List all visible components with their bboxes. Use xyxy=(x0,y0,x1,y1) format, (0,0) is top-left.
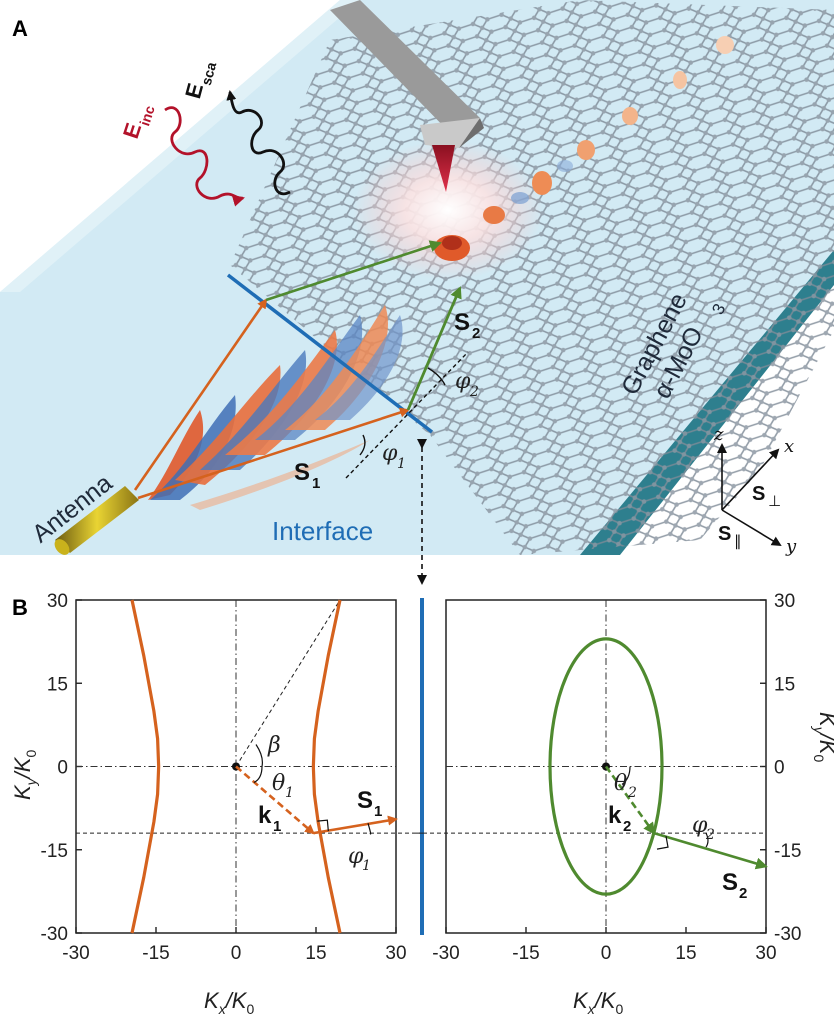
s-par-sub: ∥ xyxy=(734,532,742,550)
x-tick-label: 15 xyxy=(305,943,326,964)
s-perp-sub: ⊥ xyxy=(768,492,781,510)
y-tick-label: -30 xyxy=(774,924,801,945)
s1-label: S xyxy=(294,459,310,486)
phi1-plot-sub: 1 xyxy=(362,858,371,874)
y-tick-label: -30 xyxy=(41,924,68,945)
theta2-arc xyxy=(621,766,631,785)
e-sca-sub: sca xyxy=(198,60,220,87)
tip-hotspot xyxy=(353,140,543,280)
right-angle-marker xyxy=(656,835,669,850)
y-tick-label: 15 xyxy=(47,674,68,695)
left-ylabel: Ky/K0 xyxy=(10,750,39,800)
right-isofrequency-plot: -30 -15 0 15 30 30 15 0 -15 -30 Kx/K0 Ky/K0 xyxy=(416,591,834,1017)
ray-upper-green xyxy=(265,240,442,302)
s2-plot-sub: 2 xyxy=(739,885,747,902)
phi2-label-sub: 2 xyxy=(469,384,479,400)
beta-label: β xyxy=(267,733,281,758)
s1-plot-sub: 1 xyxy=(374,803,382,820)
s2-label-sub: 2 xyxy=(472,325,480,342)
s1-plot-label: S xyxy=(357,787,373,814)
e-sca-text: E xyxy=(180,81,208,102)
panel-letter-a: A xyxy=(12,16,28,41)
interface-label: Interface xyxy=(272,516,373,546)
theta2-sub: 2 xyxy=(627,785,637,801)
k2-vector xyxy=(604,765,656,835)
s2-vector xyxy=(406,286,462,411)
hyperbola-branch-right xyxy=(311,599,342,934)
e-inc-label: E inc xyxy=(118,103,158,141)
x-tick-label: -15 xyxy=(512,943,539,964)
left-plot-annotations: β θ 1 k 1 S 1 φ 1 xyxy=(258,733,382,874)
axes-triad xyxy=(717,443,782,547)
x-tick-label: -15 xyxy=(142,943,169,964)
right-ylabel: Ky/K0 xyxy=(811,712,834,762)
phi2-arc xyxy=(705,832,709,848)
hyperbola-branch-left xyxy=(130,599,161,934)
y-tick-label: 30 xyxy=(774,591,795,612)
y-tick-label: 0 xyxy=(774,758,785,779)
k2-label: k xyxy=(608,802,622,829)
theta1-sub: 1 xyxy=(285,785,294,801)
antenna xyxy=(54,486,139,555)
s1-vector xyxy=(137,407,410,500)
axis-y-label: y xyxy=(785,536,797,557)
e-sca-label: E sca xyxy=(180,60,220,102)
x-tick-label: -30 xyxy=(432,943,459,964)
s2-plot-label: S xyxy=(722,869,738,896)
y-tick-label: -15 xyxy=(41,841,68,862)
theta1-arc xyxy=(253,766,263,784)
isofrequency-ellipse xyxy=(548,637,664,896)
e-inc-sub: inc xyxy=(136,103,158,127)
polariton-waves-s2 xyxy=(434,36,734,261)
y-tick-label: 30 xyxy=(47,591,68,612)
afm-probe xyxy=(330,0,484,192)
theta1-label: θ xyxy=(272,771,285,796)
x-tick-label: -30 xyxy=(62,943,89,964)
right-plot-annotations: θ 2 k 2 φ 2 S 2 xyxy=(608,771,747,902)
e-sca-wave xyxy=(226,90,291,196)
x-tick-label: 30 xyxy=(755,943,776,964)
ray-upper-orange xyxy=(133,298,268,491)
phi1-plot-label: φ xyxy=(348,844,364,869)
phi1-label-sub: 1 xyxy=(397,456,406,472)
phi1-label: φ xyxy=(382,441,398,466)
k1-label: k xyxy=(258,802,272,829)
left-xlabel: Kx/K0 xyxy=(204,988,254,1017)
y-tick-label: 0 xyxy=(57,758,68,779)
phi2-plot-label: φ xyxy=(692,813,708,838)
panel-letter-b: B xyxy=(12,595,28,620)
phi2-plot-sub: 2 xyxy=(705,827,715,843)
s-par-label: S xyxy=(718,523,731,545)
s1-vector-plot xyxy=(313,815,398,835)
axis-z-label: z xyxy=(713,424,724,445)
k1-sub: 1 xyxy=(273,818,281,835)
x-tick-label: 15 xyxy=(675,943,696,964)
polariton-waves-s1 xyxy=(148,305,403,510)
x-tick-label: 0 xyxy=(601,943,612,964)
phi1-arc xyxy=(367,823,372,835)
k2-sub: 2 xyxy=(623,818,631,835)
y-tick-label: 15 xyxy=(774,674,795,695)
asymptote-line xyxy=(235,599,341,767)
phi2-label: φ xyxy=(455,369,471,394)
k1-vector xyxy=(235,765,315,835)
s1-label-sub: 1 xyxy=(312,475,320,492)
s2-label: S xyxy=(454,309,470,336)
beta-arc xyxy=(255,744,263,767)
right-xlabel: Kx/K0 xyxy=(573,988,623,1017)
left-isofrequency-plot: -30 -15 0 15 30 30 15 0 -15 -30 Kx/K0 Ky/K0 xyxy=(10,591,426,1017)
s2-vector-plot xyxy=(653,831,768,870)
e-inc-wave xyxy=(164,106,245,207)
right-angle-marker xyxy=(317,819,329,832)
x-tick-label: 30 xyxy=(385,943,406,964)
y-tick-label: -15 xyxy=(774,841,801,862)
s-perp-label: S xyxy=(752,483,765,505)
panel-a: A E inc E sca S 2 S 1 φ 2 φ 1 Graphene α… xyxy=(0,0,834,585)
axis-x-label: x xyxy=(784,436,794,457)
theta2-label: θ xyxy=(614,771,627,796)
x-tick-label: 0 xyxy=(231,943,242,964)
